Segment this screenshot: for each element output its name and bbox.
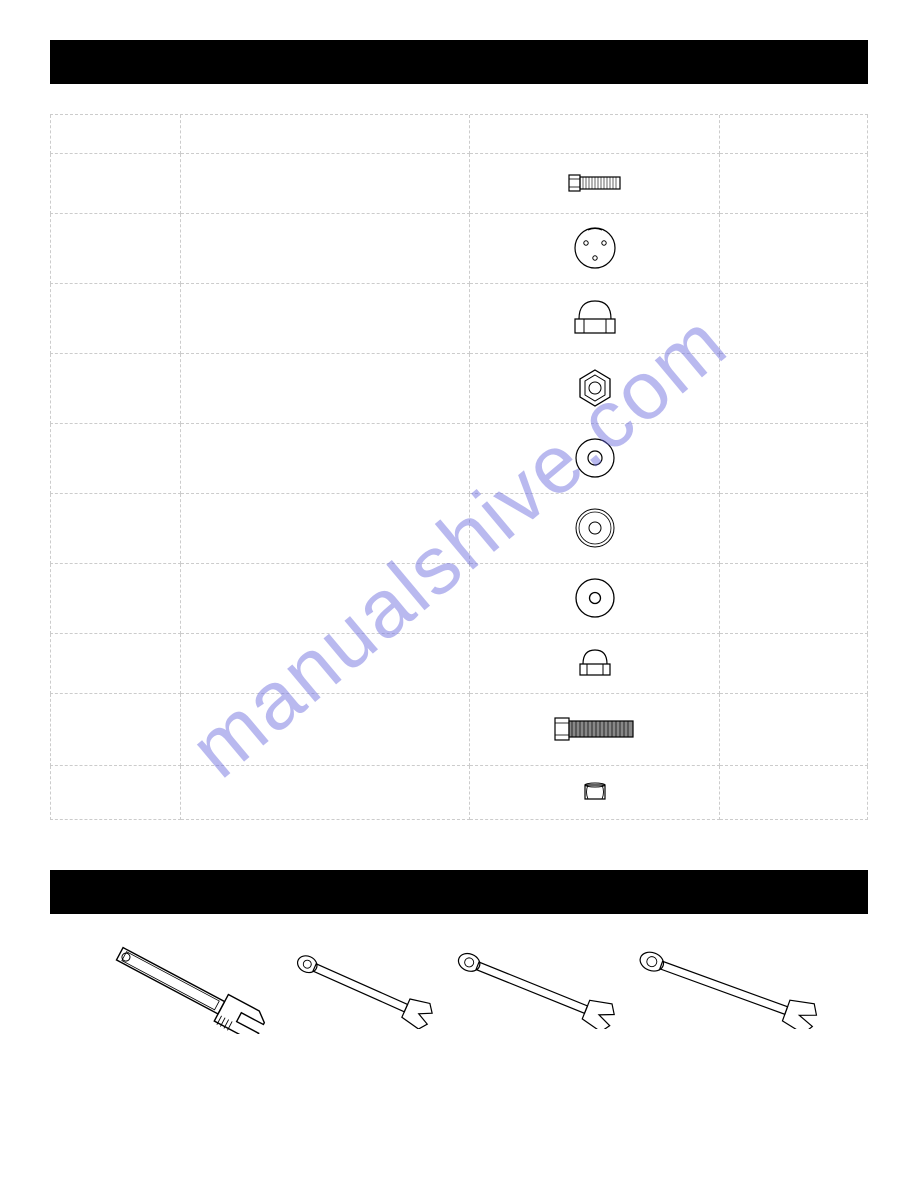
cell-qty bbox=[720, 493, 868, 563]
page-container bbox=[0, 0, 918, 1074]
combo-wrench-med-tool bbox=[450, 949, 620, 1029]
cell-item bbox=[51, 693, 181, 765]
hex-bolt-small-icon bbox=[567, 169, 623, 197]
cell-qty bbox=[720, 633, 868, 693]
cell-qty bbox=[720, 153, 868, 213]
cell-image bbox=[470, 765, 720, 819]
hardware-table bbox=[50, 115, 868, 820]
cell-item bbox=[51, 153, 181, 213]
table-row bbox=[51, 353, 868, 423]
cell-desc bbox=[180, 493, 470, 563]
cell-image bbox=[470, 423, 720, 493]
table-row bbox=[51, 493, 868, 563]
cell-image bbox=[470, 633, 720, 693]
tools-title-bar bbox=[50, 870, 868, 914]
cell-desc bbox=[180, 693, 470, 765]
table-row bbox=[51, 213, 868, 283]
hex-nut-icon bbox=[574, 367, 616, 409]
cell-qty bbox=[720, 213, 868, 283]
cell-item bbox=[51, 493, 181, 563]
cell-image bbox=[470, 283, 720, 353]
cell-qty bbox=[720, 353, 868, 423]
cell-desc bbox=[180, 153, 470, 213]
table-row bbox=[51, 563, 868, 633]
cell-desc bbox=[180, 563, 470, 633]
cell-desc bbox=[180, 423, 470, 493]
cell-item bbox=[51, 283, 181, 353]
washer-solid-icon bbox=[573, 576, 617, 620]
cell-item bbox=[51, 633, 181, 693]
combo-wrench-large-icon bbox=[632, 949, 822, 1029]
hardware-title-bar bbox=[50, 40, 868, 84]
cell-item bbox=[51, 765, 181, 819]
cell-qty bbox=[720, 765, 868, 819]
cell-qty bbox=[720, 283, 868, 353]
washer-icon bbox=[573, 436, 617, 480]
cell-item bbox=[51, 563, 181, 633]
table-row bbox=[51, 423, 868, 493]
cell-item bbox=[51, 423, 181, 493]
hardware-table-wrap bbox=[50, 114, 868, 820]
hex-bolt-long-icon bbox=[553, 713, 637, 745]
combo-wrench-large-tool bbox=[632, 949, 822, 1029]
cell-image bbox=[470, 153, 720, 213]
cell-image bbox=[470, 213, 720, 283]
washer-thin-icon bbox=[573, 506, 617, 550]
table-row bbox=[51, 283, 868, 353]
combo-wrench-med-icon bbox=[450, 949, 620, 1029]
cell-qty bbox=[720, 563, 868, 633]
cell-qty bbox=[720, 423, 868, 493]
table-row bbox=[51, 153, 868, 213]
spacer-disc-icon bbox=[572, 225, 618, 271]
header-item bbox=[51, 115, 181, 153]
dome-nut-small-icon bbox=[574, 646, 616, 680]
small-nut-icon bbox=[581, 781, 609, 803]
cell-image bbox=[470, 693, 720, 765]
header-desc bbox=[180, 115, 470, 153]
cell-desc bbox=[180, 213, 470, 283]
dome-nut-icon bbox=[569, 297, 621, 339]
cell-image bbox=[470, 563, 720, 633]
header-image bbox=[470, 115, 720, 153]
cell-image bbox=[470, 493, 720, 563]
table-row bbox=[51, 633, 868, 693]
cell-image bbox=[470, 353, 720, 423]
cell-desc bbox=[180, 353, 470, 423]
cell-item bbox=[51, 353, 181, 423]
cell-desc bbox=[180, 633, 470, 693]
cell-desc bbox=[180, 765, 470, 819]
adjustable-wrench-icon bbox=[96, 944, 276, 1034]
combo-wrench-small-icon bbox=[288, 949, 438, 1029]
table-row bbox=[51, 693, 868, 765]
cell-desc bbox=[180, 283, 470, 353]
tools-row bbox=[50, 914, 868, 1034]
combo-wrench-small-tool bbox=[288, 949, 438, 1029]
cell-qty bbox=[720, 693, 868, 765]
table-row bbox=[51, 765, 868, 819]
adjustable-wrench-tool bbox=[96, 944, 276, 1034]
table-header-row bbox=[51, 115, 868, 153]
header-qty bbox=[720, 115, 868, 153]
tools-section bbox=[50, 870, 868, 1034]
cell-item bbox=[51, 213, 181, 283]
